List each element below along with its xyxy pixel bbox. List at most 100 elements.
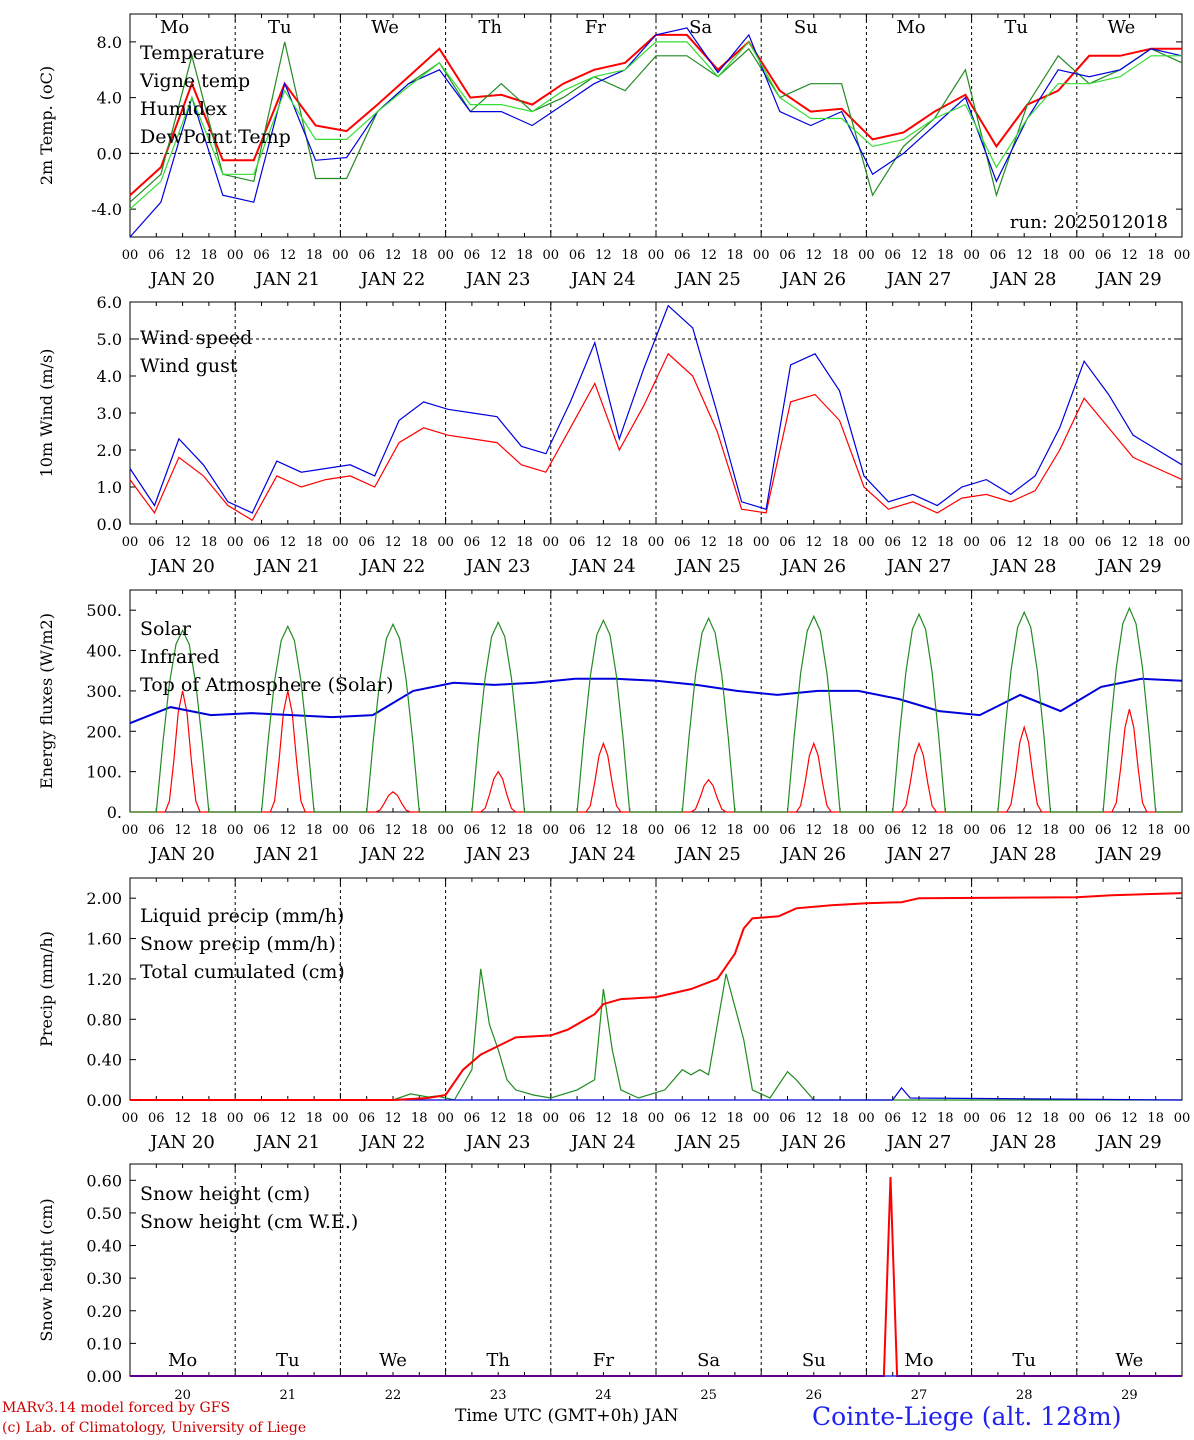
weekday-label: Tu bbox=[1004, 17, 1028, 38]
weekday-label: Th bbox=[486, 1350, 510, 1371]
legend-entry: Liquid precip (mm/h) bbox=[140, 905, 344, 927]
y-axis-label: 10m Wind (m/s) bbox=[37, 349, 56, 478]
hour-tick-label: 00 bbox=[858, 1111, 875, 1126]
hour-tick-label: 18 bbox=[306, 823, 323, 838]
hour-tick-label: 12 bbox=[1016, 1111, 1033, 1126]
day-number-label: 27 bbox=[911, 1388, 928, 1403]
day-label: JAN 20 bbox=[148, 556, 215, 577]
day-label: JAN 21 bbox=[254, 844, 321, 865]
day-label: JAN 20 bbox=[148, 269, 215, 290]
y-tick-label: 0.40 bbox=[86, 1237, 122, 1256]
hour-tick-label: 00 bbox=[122, 823, 139, 838]
y-axis-label: 2m Temp. (oC) bbox=[37, 66, 56, 185]
series-line-snow-precip-mm-h- bbox=[130, 1086, 1183, 1101]
weekday-label: Su bbox=[794, 17, 818, 38]
legend-entry: Total cumulated (cm) bbox=[140, 961, 345, 983]
hour-tick-label: 12 bbox=[700, 535, 717, 550]
y-tick-label: 200. bbox=[86, 722, 122, 741]
hour-tick-label: 18 bbox=[1147, 248, 1164, 263]
series-line-solar bbox=[130, 690, 1182, 813]
hour-tick-label: 12 bbox=[1016, 248, 1033, 263]
hour-tick-label: 12 bbox=[280, 248, 297, 263]
hour-tick-label: 00 bbox=[1069, 1111, 1086, 1126]
hour-tick-label: 00 bbox=[753, 535, 770, 550]
hour-tick-label: 06 bbox=[148, 1111, 165, 1126]
day-label: JAN 27 bbox=[885, 1132, 952, 1153]
hour-tick-label: 00 bbox=[227, 248, 244, 263]
hour-tick-label: 12 bbox=[700, 823, 717, 838]
y-tick-label: 2.00 bbox=[86, 889, 122, 908]
hour-tick-label: 18 bbox=[937, 823, 954, 838]
hour-tick-label: 18 bbox=[516, 248, 533, 263]
hour-tick-label: 06 bbox=[674, 1111, 691, 1126]
hour-tick-label: 12 bbox=[1016, 823, 1033, 838]
day-label: JAN 28 bbox=[990, 844, 1057, 865]
hour-tick-label: 18 bbox=[306, 1111, 323, 1126]
hour-tick-label: 12 bbox=[595, 535, 612, 550]
hour-tick-label: 18 bbox=[201, 535, 218, 550]
weekday-label: Sa bbox=[689, 17, 712, 38]
legend-entry: Wind speed bbox=[140, 327, 252, 349]
hour-tick-label: 00 bbox=[227, 535, 244, 550]
hour-tick-label: 06 bbox=[1095, 248, 1112, 263]
hour-tick-label: 00 bbox=[332, 248, 349, 263]
footer-time-axis-label: Time UTC (GMT+0h) JAN bbox=[455, 1406, 679, 1426]
day-label: JAN 23 bbox=[464, 1132, 531, 1153]
hour-tick-label: 18 bbox=[727, 248, 744, 263]
day-label: JAN 22 bbox=[359, 1132, 426, 1153]
hour-tick-label: 18 bbox=[937, 535, 954, 550]
hour-tick-label: 00 bbox=[122, 248, 139, 263]
hour-tick-label: 00 bbox=[1069, 823, 1086, 838]
day-label: JAN 25 bbox=[674, 269, 741, 290]
day-number-label: 29 bbox=[1121, 1388, 1138, 1403]
day-label: JAN 23 bbox=[464, 269, 531, 290]
hour-tick-label: 00 bbox=[648, 535, 665, 550]
y-tick-label: 0.0 bbox=[97, 144, 122, 163]
run-label: run: 2025012018 bbox=[1010, 212, 1168, 233]
weekday-label: Mo bbox=[160, 17, 189, 38]
hour-tick-label: 06 bbox=[990, 1111, 1007, 1126]
day-label: JAN 28 bbox=[990, 1132, 1057, 1153]
hour-tick-label: 12 bbox=[911, 535, 928, 550]
hour-tick-label: 12 bbox=[911, 248, 928, 263]
weekday-label: We bbox=[371, 17, 399, 38]
weekday-label: Tu bbox=[1012, 1350, 1036, 1371]
hour-tick-label: 06 bbox=[674, 535, 691, 550]
hour-tick-label: 00 bbox=[648, 248, 665, 263]
hour-tick-label: 18 bbox=[201, 823, 218, 838]
series-line-dewpoint-temp bbox=[129, 40, 1182, 210]
hour-tick-label: 18 bbox=[411, 823, 428, 838]
hour-tick-label: 06 bbox=[148, 535, 165, 550]
y-tick-label: 0.10 bbox=[86, 1334, 122, 1353]
hour-tick-label: 12 bbox=[806, 248, 823, 263]
day-label: JAN 27 bbox=[885, 269, 952, 290]
hour-tick-label: 12 bbox=[911, 1111, 928, 1126]
hour-tick-label: 12 bbox=[490, 1111, 507, 1126]
hour-tick-label: 12 bbox=[385, 823, 402, 838]
hour-tick-label: 06 bbox=[1095, 823, 1112, 838]
legend-entry: Humidex bbox=[140, 98, 227, 120]
weekday-label: Tu bbox=[276, 1350, 300, 1371]
hour-tick-label: 06 bbox=[674, 248, 691, 263]
hour-tick-label: 06 bbox=[569, 823, 586, 838]
hour-tick-label: 18 bbox=[832, 1111, 849, 1126]
y-tick-label: 1.20 bbox=[86, 970, 122, 989]
hour-tick-label: 12 bbox=[911, 823, 928, 838]
hour-tick-label: 06 bbox=[884, 1111, 901, 1126]
hour-tick-label: 00 bbox=[543, 823, 560, 838]
hour-tick-label: 18 bbox=[516, 1111, 533, 1126]
hour-tick-label: 06 bbox=[779, 248, 796, 263]
hour-tick-label: 00 bbox=[1174, 1111, 1191, 1126]
day-label: JAN 21 bbox=[254, 556, 321, 577]
weekday-label: Fr bbox=[585, 17, 606, 38]
weekday-label: Th bbox=[478, 17, 502, 38]
hour-tick-label: 00 bbox=[543, 1111, 560, 1126]
hour-tick-label: 06 bbox=[358, 248, 375, 263]
hour-tick-label: 00 bbox=[963, 248, 980, 263]
series-line-humidex bbox=[129, 27, 1183, 238]
day-label: JAN 23 bbox=[464, 844, 531, 865]
day-label: JAN 24 bbox=[569, 844, 636, 865]
series-line-wind-speed bbox=[129, 352, 1183, 522]
legend-entry: DewPoint Temp bbox=[140, 126, 291, 148]
